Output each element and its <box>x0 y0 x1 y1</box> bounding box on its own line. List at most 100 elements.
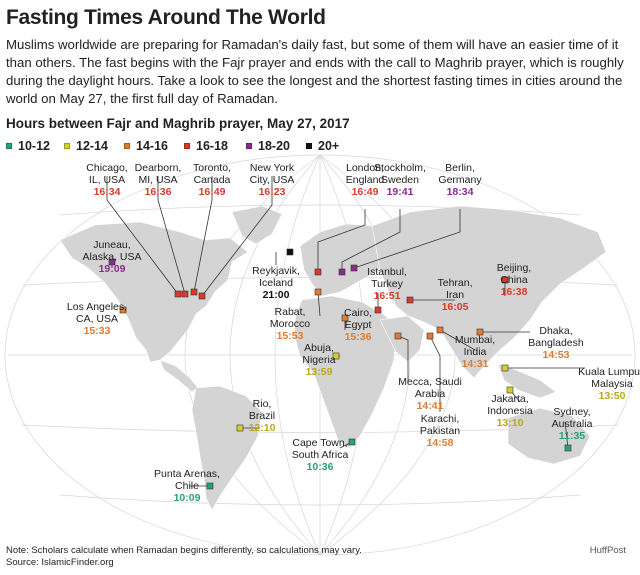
legend-swatch <box>124 143 130 149</box>
city-name: Abuja, <box>304 342 334 354</box>
city-region: Iceland <box>259 277 293 289</box>
legend-item: 16-18 <box>184 139 228 153</box>
city-markers <box>108 248 572 490</box>
city-marker <box>501 276 509 284</box>
legend-swatch <box>184 143 190 149</box>
landmass <box>59 205 607 511</box>
city-marker <box>332 352 340 360</box>
city-name: Rio, <box>252 398 272 410</box>
city-label: Chicago, IL, USA 16:34 <box>86 162 127 198</box>
city-marker <box>119 306 127 314</box>
city-label: Berlin, Germany 18:34 <box>438 162 481 198</box>
city-region: Sweden <box>381 174 419 186</box>
map-subtitle: Hours between Fajr and Maghrib prayer, M… <box>6 116 350 131</box>
fasting-time: 13:50 <box>598 390 626 402</box>
city-marker <box>206 482 214 490</box>
southeast-asia <box>497 363 557 399</box>
city-label: New York City, USA 16:23 <box>250 162 295 198</box>
city-label: Juneau, Alaska, USA 19:09 <box>83 239 142 275</box>
city-region: Egypt <box>344 319 372 331</box>
asia <box>371 205 607 379</box>
city-marker <box>198 292 206 300</box>
city-name: Jakarta, <box>491 393 529 405</box>
south-america <box>191 385 263 511</box>
city-marker <box>436 326 444 334</box>
leader-lines <box>106 176 585 487</box>
legend-item: 14-16 <box>124 139 168 153</box>
fasting-time: 14:31 <box>461 358 489 370</box>
fasting-time: 16:05 <box>441 301 469 313</box>
city-label: Stockholm, Sweden 19:41 <box>374 162 426 198</box>
legend-item: 10-12 <box>6 139 50 153</box>
city-region: IL, USA <box>88 174 126 186</box>
city-name: Mecca, Saudi <box>398 376 462 388</box>
city-name: Chicago, <box>86 162 128 174</box>
city-region: Germany <box>438 174 482 186</box>
note-line: Note: Scholars calculate when Ramadan be… <box>6 545 362 556</box>
fasting-time: 15:36 <box>344 331 372 343</box>
city-marker <box>374 306 382 314</box>
city-name: Rabat, <box>274 306 306 318</box>
fasting-time: 13:59 <box>305 366 333 378</box>
city-label: Punta Arenas, Chile 10:09 <box>154 468 220 504</box>
city-label: Abuja, Nigeria 13:59 <box>302 342 335 378</box>
city-label: London, England 16:49 <box>346 162 385 198</box>
city-name: Reykjavik, <box>252 265 300 277</box>
legend-label: 12-14 <box>76 139 108 153</box>
city-name: Mumbai, <box>454 334 496 346</box>
legend-label: 14-16 <box>136 139 168 153</box>
city-region: MI, USA <box>138 174 178 186</box>
fasting-time: 19:41 <box>386 186 414 198</box>
source-line: Source: IslamicFinder.org <box>6 556 114 568</box>
fasting-time: 21:00 <box>262 289 290 301</box>
fasting-time: 16:51 <box>373 290 401 302</box>
city-label: Mumbai, India 14:31 <box>455 334 495 370</box>
city-label: Mecca, Saudi Arabia 14:41 <box>398 376 462 412</box>
page-title: Fasting Times Around The World <box>6 6 326 29</box>
city-region: Nigeria <box>302 354 336 366</box>
city-label: Karachi, Pakistan 14:58 <box>420 413 460 449</box>
city-region: South Africa <box>291 449 349 461</box>
legend-label: 16-18 <box>196 139 228 153</box>
city-region: England <box>345 174 385 186</box>
city-region: India <box>463 346 487 358</box>
city-marker <box>501 364 509 372</box>
fasting-time: 16:34 <box>93 186 121 198</box>
city-name: Cape Town, <box>292 437 348 449</box>
city-marker <box>394 332 402 340</box>
city-region: Turkey <box>371 278 403 290</box>
city-region: Indonesia <box>487 405 533 417</box>
city-name: Sydney, <box>553 406 591 418</box>
legend-item: 18-20 <box>246 139 290 153</box>
city-name: Cairo, <box>343 307 373 319</box>
fasting-time: 16:49 <box>351 186 379 198</box>
city-name: Dhaka, <box>539 325 573 337</box>
fasting-time: 10:09 <box>173 492 201 504</box>
city-region: Brazil <box>248 410 276 422</box>
city-region: Morocco <box>269 318 311 330</box>
city-label: Sydney, Australia 11:35 <box>552 406 593 442</box>
city-region: Arabia <box>414 388 446 400</box>
city-name: Punta Arenas, <box>154 468 220 480</box>
city-name: Los Angeles, <box>66 301 128 313</box>
city-marker <box>286 248 294 256</box>
fasting-time: 14:58 <box>426 437 454 449</box>
city-marker <box>190 288 198 296</box>
city-name: Berlin, <box>445 162 475 174</box>
fasting-time: 12:10 <box>248 422 276 434</box>
city-marker <box>236 424 244 432</box>
city-marker <box>341 314 349 322</box>
city-region: Canada <box>193 174 231 186</box>
fasting-time: 16:38 <box>500 286 528 298</box>
city-region: Alaska, USA <box>82 251 142 263</box>
city-marker <box>426 332 434 340</box>
city-marker <box>476 328 484 336</box>
city-label: Dearborn, MI, USA 16:36 <box>135 162 182 198</box>
city-label: Kuala Lumpur, Malaysia 13:50 <box>578 366 640 402</box>
city-marker <box>348 438 356 446</box>
city-region: CA, USA <box>75 313 119 325</box>
city-name: Toronto, <box>193 162 231 174</box>
intro-text: Muslims worldwide are preparing for Rama… <box>6 37 624 106</box>
legend-label: 20+ <box>318 139 340 153</box>
